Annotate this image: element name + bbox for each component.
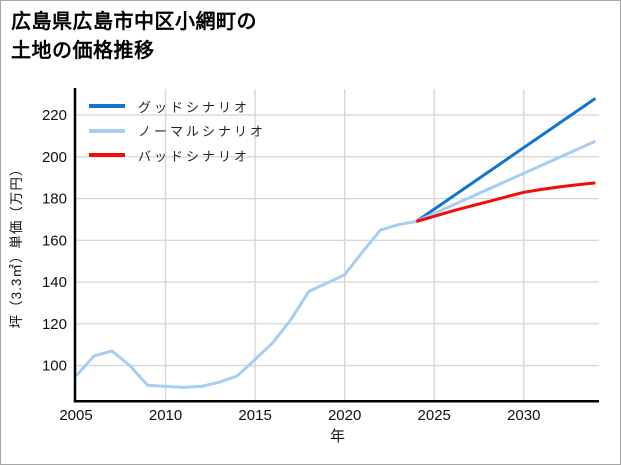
legend-label-normal-scenario: ノーマルシナリオ [138, 124, 267, 140]
legend-swatch-bad-scenario [89, 153, 125, 158]
x-tick-label-2015: 2015 [238, 407, 271, 424]
y-tick-label-100: 100 [42, 358, 67, 375]
legend-item-bad-scenario: バッドシナリオ [89, 143, 266, 168]
x-tick-label-2020: 2020 [328, 407, 361, 424]
legend-swatch-good-scenario [89, 104, 125, 109]
x-tick-label-2010: 2010 [149, 407, 182, 424]
chart-title-line2: 土地の価格推移 [11, 40, 155, 62]
series-line-グッドシナリオ [415, 97, 597, 223]
x-tick-label-2030: 2030 [507, 407, 540, 424]
legend-swatch-normal-scenario [89, 128, 125, 133]
series-line-バッドシナリオ [415, 181, 596, 223]
x-axis-label: 年 [330, 428, 345, 445]
legend-item-normal-scenario: ノーマルシナリオ [89, 119, 266, 144]
y-tick-label-180: 180 [42, 191, 67, 208]
y-tick-label-220: 220 [42, 107, 67, 124]
y-tick-label-140: 140 [42, 274, 67, 291]
y-tick-label-120: 120 [42, 316, 67, 333]
series-line-実績 [74, 220, 417, 389]
x-tick-label-2025: 2025 [418, 407, 451, 424]
chart-title: 広島県広島市中区小網町の 土地の価格推移 [11, 8, 257, 66]
series-line-ノーマルシナリオ [415, 139, 597, 223]
y-tick-label-200: 200 [42, 149, 67, 166]
legend: グッドシナリオ ノーマルシナリオ バッドシナリオ [89, 94, 266, 168]
x-tick-label-2005: 2005 [59, 407, 92, 424]
y-tick-label-160: 160 [42, 232, 67, 249]
legend-label-bad-scenario: バッドシナリオ [138, 148, 251, 164]
chart-title-line1: 広島県広島市中区小網町の [11, 11, 257, 33]
y-axis-label: 坪（3.3㎡）単価（万円） [9, 162, 24, 329]
legend-label-good-scenario: グッドシナリオ [138, 99, 251, 115]
legend-item-good-scenario: グッドシナリオ [89, 94, 266, 119]
